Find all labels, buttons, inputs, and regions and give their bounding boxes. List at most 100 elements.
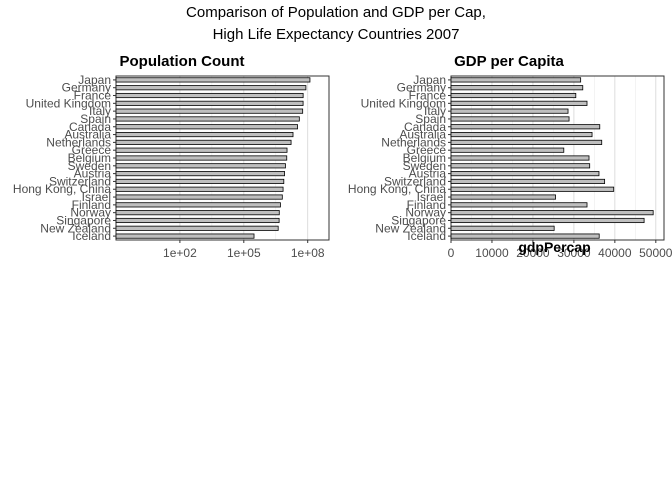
gdp-bar (450, 202, 588, 208)
gdp-category-label: Finland (407, 198, 446, 212)
chart-title-line1: Comparison of Population and GDP per Cap… (186, 4, 486, 21)
gdp-bar (450, 85, 584, 91)
gdp-x-tick-label: 40000 (598, 246, 632, 260)
population-bar (115, 92, 304, 99)
population-bar (115, 139, 292, 145)
gdp-bar (450, 178, 606, 184)
population-panel-title: Population Count (120, 53, 245, 70)
population-category-label: Germany (62, 81, 111, 95)
gdp-category-label: Japan (413, 73, 446, 87)
gdp-bar (450, 147, 565, 153)
chart-title-line2: High Life Expectancy Countries 2007 (212, 26, 460, 43)
gdp-bar (450, 233, 600, 239)
gdp-bar (450, 155, 590, 161)
population-category-label: Italy (89, 104, 111, 118)
population-bar (115, 171, 285, 177)
gdp-x-axis-title: gdpPercap (518, 239, 590, 255)
gdp-bar (450, 108, 569, 114)
gdp-bar (450, 100, 588, 106)
gdp-bar (450, 163, 591, 169)
gdp-category-label: Australia (399, 128, 446, 142)
population-category-label: Israel (82, 190, 111, 204)
gdp-bar (450, 132, 593, 138)
gdp-x-tick-label: 20000 (516, 246, 550, 260)
population-category-label: Finland (72, 198, 111, 212)
gdp-bar (450, 139, 603, 145)
population-bar (115, 147, 288, 153)
gdp-category-label: Belgium (403, 151, 446, 165)
gdp-category-label: Iceland (407, 229, 446, 243)
population-bar (115, 186, 284, 192)
gdp-bar (450, 77, 582, 83)
population-category-label: New Zealand (40, 221, 111, 235)
gdp-category-label: Israel (417, 190, 446, 204)
gdp-bar (450, 194, 556, 200)
gdp-category-label: United Kingdom (361, 96, 446, 110)
gdp-bar (450, 124, 601, 130)
population-category-label: Austria (74, 167, 112, 181)
population-bar (115, 132, 294, 138)
population-x-tick-label: 1e+08 (291, 246, 325, 260)
gdp-bar (450, 171, 600, 177)
population-category-label: Norway (70, 206, 111, 220)
gdp-category-label: Switzerland (384, 174, 446, 188)
population-bar (115, 202, 281, 208)
population-category-label: Switzerland (49, 174, 111, 188)
population-category-label: Netherlands (46, 135, 111, 149)
gdp-category-label: Italy (424, 104, 446, 118)
gdp-x-tick-label: 0 (448, 246, 455, 260)
gdp-category-label: Sweden (403, 159, 446, 173)
population-bar (115, 178, 285, 184)
population-panel: Population Count JapanGermanyFranceUnited… (13, 53, 330, 260)
gdp-category-label: Spain (415, 112, 446, 126)
population-category-label: Australia (64, 128, 111, 142)
population-bar (115, 116, 300, 122)
population-bar (115, 217, 280, 224)
gdp-category-label: France (409, 89, 447, 103)
population-category-label: Singapore (56, 213, 111, 227)
population-bar (115, 210, 280, 216)
population-bar (115, 85, 307, 91)
population-category-label: Canada (69, 120, 111, 134)
gdp-category-label: Netherlands (381, 135, 446, 149)
gdp-bar (450, 210, 654, 216)
population-bar (115, 225, 279, 231)
population-bar (115, 100, 304, 106)
population-bar (115, 233, 255, 239)
population-x-tick-label: 1e+05 (227, 246, 261, 260)
gdp-panel-title: GDP per Capita (454, 53, 564, 70)
population-x-tick-label: 1e+02 (163, 246, 197, 260)
gdp-category-label: New Zealand (375, 221, 446, 235)
population-bar (115, 155, 288, 161)
population-category-label: Sweden (68, 159, 111, 173)
gdp-x-tick-label: 50000 (639, 246, 672, 260)
gdp-category-label: Greece (407, 143, 447, 157)
gdp-category-label: Singapore (391, 213, 446, 227)
population-bar (115, 194, 283, 200)
population-category-label: Greece (72, 143, 112, 157)
population-category-label: Spain (80, 112, 111, 126)
gdp-bar (450, 217, 645, 224)
population-category-label: France (74, 89, 112, 103)
population-bar (115, 77, 311, 83)
population-category-label: Belgium (68, 151, 111, 165)
gdp-bar (450, 186, 615, 192)
gdp-bar (450, 92, 577, 99)
gdp-category-label: Norway (405, 206, 446, 220)
population-bar (115, 163, 286, 169)
gdp-category-label: Austria (409, 167, 447, 181)
gdp-category-label: Hong Kong, China (348, 182, 446, 196)
gdp-category-label: Germany (397, 81, 446, 95)
gdp-x-tick-label: 10000 (475, 246, 509, 260)
population-category-label: Japan (78, 73, 111, 87)
population-category-label: United Kingdom (26, 96, 111, 110)
gdp-bar (450, 225, 555, 231)
population-category-label: Iceland (72, 229, 111, 243)
gdp-bar (450, 116, 570, 122)
population-bar (115, 124, 298, 130)
population-category-label: Hong Kong, China (13, 182, 111, 196)
gdp-category-label: Canada (404, 120, 446, 134)
gdp-x-tick-label: 30000 (557, 246, 591, 260)
